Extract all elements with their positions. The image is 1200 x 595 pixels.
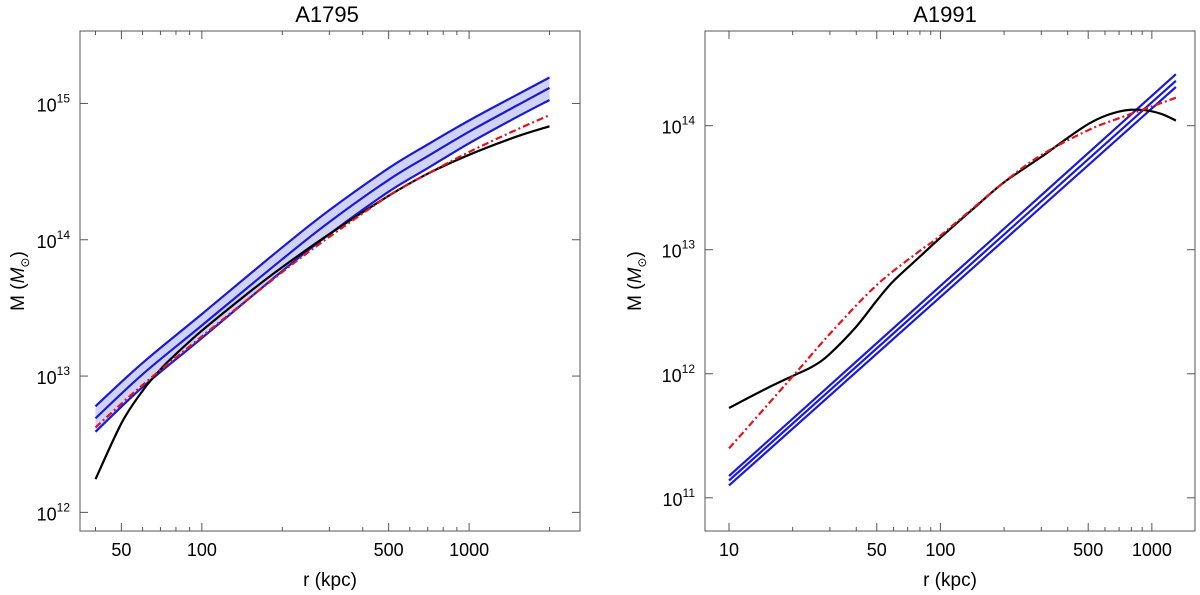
black-curve-line bbox=[94, 125, 550, 480]
y-tick-label: 1013 bbox=[37, 364, 71, 388]
plot-area bbox=[94, 76, 551, 480]
blue-line-2 bbox=[728, 86, 1177, 487]
y-axis-label: M (M⊙) bbox=[8, 251, 32, 311]
plot-frame bbox=[79, 30, 581, 532]
x-tick-label: 500 bbox=[374, 540, 404, 560]
blue-line-0 bbox=[94, 76, 551, 408]
plot-frame bbox=[704, 30, 1196, 532]
x-tick-label: 500 bbox=[1073, 540, 1103, 560]
blue-line-1 bbox=[728, 79, 1177, 482]
red-dashdot-line bbox=[728, 96, 1177, 450]
y-tick-label: 1011 bbox=[663, 486, 696, 510]
uncertainty-band bbox=[95, 77, 550, 432]
x-tick-label: 50 bbox=[867, 540, 887, 560]
y-tick-label: 1014 bbox=[37, 228, 71, 252]
axis-ticks: 10 50 100 500 1000 1011 1012 1013 1014 bbox=[662, 31, 1195, 560]
x-tick-label: 100 bbox=[187, 540, 217, 560]
y-tick-label: 1012 bbox=[662, 362, 696, 386]
x-tick-label: 10 bbox=[719, 540, 739, 560]
blue-line-0 bbox=[728, 73, 1177, 477]
x-tick-label: 50 bbox=[111, 540, 131, 560]
axis-ticks: 50 100 500 1000 1012 1013 1014 1015 bbox=[37, 31, 580, 560]
y-tick-label: 1014 bbox=[662, 114, 696, 138]
y-tick-label: 1013 bbox=[662, 238, 696, 262]
blue-line-1 bbox=[94, 86, 551, 420]
x-tick-label: 1000 bbox=[1132, 540, 1172, 560]
chart-title: A1991 bbox=[913, 2, 977, 27]
red-dashdot-line bbox=[94, 114, 550, 429]
plot-area bbox=[728, 73, 1177, 487]
black-curve-line bbox=[728, 108, 1177, 409]
y-tick-label: 1015 bbox=[37, 91, 71, 115]
chart-title: A1795 bbox=[295, 2, 359, 27]
x-tick-label: 100 bbox=[925, 540, 955, 560]
y-tick-label: 1012 bbox=[37, 500, 71, 524]
x-axis-label: r (kpc) bbox=[923, 570, 977, 591]
panel-a1991: A1991 10 50 100 500 1000 1011 1012 1013 1014 r (… bbox=[625, 2, 1196, 591]
y-axis-label: M (M⊙) bbox=[625, 251, 649, 311]
x-axis-label: r (kpc) bbox=[303, 570, 357, 591]
x-tick-label: 1000 bbox=[449, 540, 489, 560]
panel-a1795: A1795 50 100 500 1000 1012 1013 1014 1015 r (kp… bbox=[8, 2, 581, 591]
